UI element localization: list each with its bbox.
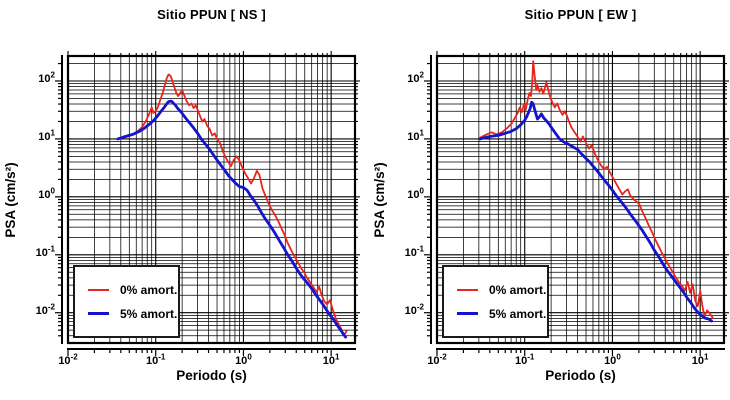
legend: 0% amort. 5% amort.	[73, 265, 180, 338]
x-tick-label: 10-2	[427, 352, 447, 367]
x-tick-label: 100	[604, 352, 621, 367]
axis-left	[55, 55, 63, 344]
legend-line-0pct	[457, 288, 478, 291]
series-line-1	[478, 100, 713, 323]
legend: 0% amort. 5% amort.	[442, 265, 549, 338]
legend-item-5pct: 5% amort.	[88, 307, 178, 321]
x-tick-label: 10-1	[515, 352, 535, 367]
plot-area	[424, 51, 729, 356]
x-tick-label: 100	[235, 352, 252, 367]
chart-ew: Sitio PPUN [ EW ] PSA (cm/s²) 10-2 10-1 10…	[365, 0, 730, 400]
legend-item-5pct: 5% amort.	[457, 307, 547, 321]
y-tick-label: 102	[38, 70, 55, 85]
y-tick-label: 100	[407, 186, 424, 201]
edge-ticks	[67, 51, 360, 337]
series-line-1	[116, 99, 347, 339]
series-line-0	[479, 60, 714, 320]
y-tick-label: 10-2	[404, 302, 424, 317]
y-tick-label: 102	[407, 70, 424, 85]
y-tick-label: 100	[38, 186, 55, 201]
legend-label-0pct: 0% amort.	[489, 282, 547, 297]
x-tick-label: 101	[322, 352, 340, 367]
x-tick-label: 10-1	[146, 352, 166, 367]
edge-ticks	[436, 51, 729, 337]
legend-line-5pct	[88, 312, 109, 315]
chart-ns: Sitio PPUN [ NS ] PSA (cm/s²) 10-2 10-1 10…	[3, 7, 360, 383]
legend-line-0pct	[88, 288, 109, 291]
series-line-0	[116, 73, 348, 336]
axis-bottom	[67, 348, 356, 356]
legend-label-5pct: 5% amort.	[120, 306, 178, 321]
legend-label-0pct: 0% amort.	[120, 282, 178, 297]
x-tick-label: 101	[691, 352, 709, 367]
legend-item-0pct: 0% amort.	[88, 283, 178, 297]
axis-bottom	[436, 348, 725, 356]
y-tick-label: 10-2	[35, 302, 55, 317]
legend-label-5pct: 5% amort.	[489, 306, 547, 321]
legend-item-0pct: 0% amort.	[457, 283, 547, 297]
chart-title: Sitio PPUN [ EW ]	[524, 7, 637, 22]
chart-title: Sitio PPUN [ NS ]	[157, 7, 266, 22]
grid-minor	[68, 56, 355, 343]
legend-line-5pct	[457, 312, 478, 315]
x-axis-label: Periodo (s)	[545, 368, 616, 383]
x-axis-label: Periodo (s)	[176, 368, 247, 383]
y-tick-label: 101	[407, 128, 424, 143]
y-tick-label: 10-1	[404, 244, 424, 259]
y-tick-label: 101	[38, 128, 55, 143]
x-tick-label: 10-2	[58, 352, 78, 367]
plot-area	[55, 51, 360, 356]
axis-left	[424, 55, 432, 344]
y-tick-label: 10-1	[35, 244, 55, 259]
